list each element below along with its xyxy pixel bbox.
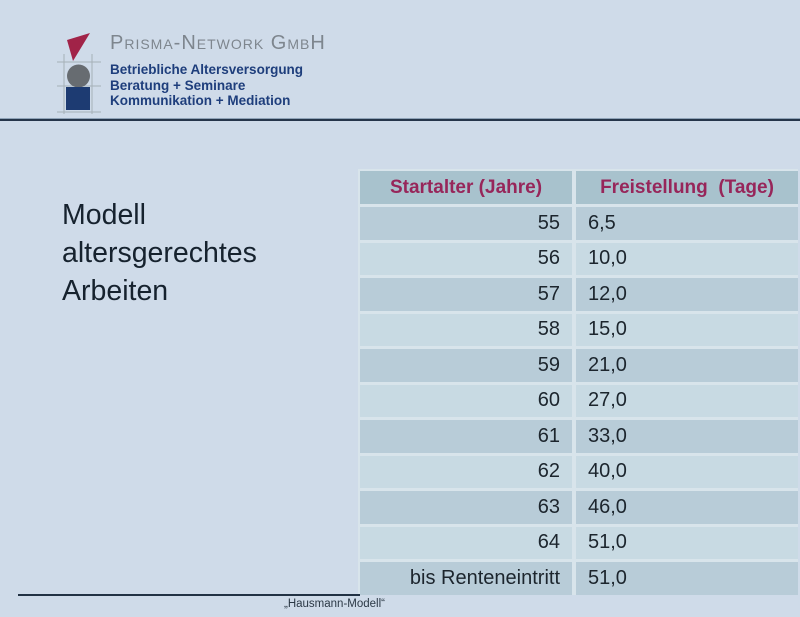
table-cell: 57 <box>360 278 572 311</box>
table-cell: 51,0 <box>576 562 798 595</box>
table-cell: 27,0 <box>576 384 798 417</box>
table-cell: 10,0 <box>576 242 798 275</box>
tagline-line-1: Betriebliche Altersversorgung <box>110 62 304 77</box>
logo-circle <box>67 64 90 88</box>
tagline-line-3: Kommunikation + Mediation <box>110 93 291 108</box>
slide-title-line-1: Modell <box>62 199 146 231</box>
table-cell: 58 <box>360 313 572 346</box>
table-cell: 64 <box>360 526 572 559</box>
table-cell: 33,0 <box>576 420 798 453</box>
table-cell: 63 <box>360 491 572 524</box>
table-cell: 51,0 <box>576 526 798 559</box>
table-cell: 15,0 <box>576 313 798 346</box>
table-cell: 62 <box>360 455 572 488</box>
table-cell: 12,0 <box>576 278 798 311</box>
header-divider <box>0 118 800 121</box>
company-name: Prisma-Network GmbH <box>110 32 326 54</box>
column-header-freistellung: Freistellung (Tage) <box>576 171 798 204</box>
table-cell: 60 <box>360 384 572 417</box>
logo-triangle <box>67 33 90 61</box>
slide-title-line-2: altersgerechtes <box>62 237 257 269</box>
slide-title: Modell altersgerechtes Arbeiten <box>62 196 257 310</box>
footer-divider <box>18 594 360 596</box>
table-cell: 56 <box>360 242 572 275</box>
column-header-startalter: Startalter (Jahre) <box>360 171 572 204</box>
logo-text-block: Prisma-Network GmbH Betriebliche Altersv… <box>110 32 326 109</box>
prisma-logo-icon <box>57 33 101 114</box>
table-cell: 21,0 <box>576 349 798 382</box>
tagline-line-2: Beratung + Seminare <box>110 77 246 93</box>
footer-caption: „Hausmann-Modell“ <box>284 598 385 610</box>
logo-square <box>66 87 90 110</box>
table-cell: bis Renteneintritt <box>360 562 572 595</box>
table-cell: 61 <box>360 420 572 453</box>
table-cell: 59 <box>360 349 572 382</box>
table-cell: 55 <box>360 207 572 240</box>
table-cell: 6,5 <box>576 207 798 240</box>
table-cell: 40,0 <box>576 455 798 488</box>
table-cell: 46,0 <box>576 491 798 524</box>
slide-title-line-3: Arbeiten <box>62 275 169 307</box>
freistellung-table: Startalter (Jahre) Freistellung (Tage) 5… <box>358 169 798 595</box>
